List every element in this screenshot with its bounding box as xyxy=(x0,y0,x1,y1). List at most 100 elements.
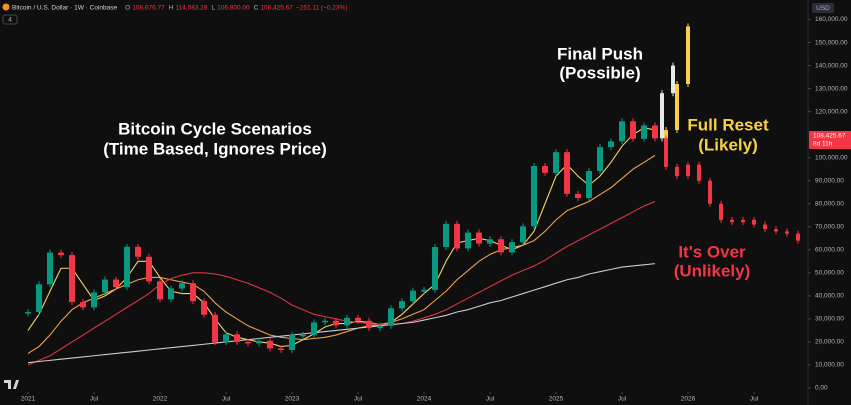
candle xyxy=(630,121,636,139)
candle xyxy=(333,320,339,326)
y-tick-label: 70,000.00 xyxy=(815,224,844,231)
y-tick-label: 90,000.00 xyxy=(815,177,844,184)
candle xyxy=(730,219,734,223)
candle xyxy=(80,302,86,308)
annotation: Bitcoin Cycle Scenarios xyxy=(118,119,312,138)
candle xyxy=(168,288,174,300)
currency: USD xyxy=(816,5,830,12)
currency-box[interactable] xyxy=(812,3,834,13)
x-tick-label: Jul xyxy=(486,396,495,403)
candle xyxy=(774,229,778,232)
candle xyxy=(763,224,767,230)
candle xyxy=(597,147,603,172)
candle xyxy=(223,334,229,343)
candle xyxy=(91,292,97,308)
candle xyxy=(47,252,53,285)
candle xyxy=(135,246,141,257)
candle xyxy=(664,138,668,167)
candle xyxy=(190,283,196,302)
change: −251.11 (−0.23%) xyxy=(296,4,348,11)
candle xyxy=(531,165,537,227)
candle xyxy=(421,289,427,292)
candle xyxy=(179,283,185,289)
y-tick-label: 0.00 xyxy=(815,385,828,392)
candle xyxy=(575,193,581,198)
candle xyxy=(212,314,218,343)
x-tick-label: Jul xyxy=(354,396,363,403)
y-tick-label: 160,000.00 xyxy=(815,16,848,23)
candle xyxy=(675,84,679,131)
candle xyxy=(741,219,745,223)
last-price: 108,425.67 xyxy=(813,133,846,140)
x-tick-label: Jul xyxy=(222,396,231,403)
plot-area: 0.00 10,000.00 20,000.00 30,000.00 40,000.00… xyxy=(21,16,848,402)
candle xyxy=(509,242,515,253)
candle xyxy=(366,320,372,329)
y-tick-label: 20,000.00 xyxy=(815,339,844,346)
price-tag xyxy=(809,131,851,149)
candle xyxy=(498,239,504,253)
candle xyxy=(542,165,548,173)
candle xyxy=(660,93,664,139)
candle xyxy=(487,239,493,244)
ohlc-key: O xyxy=(125,4,130,11)
candle xyxy=(322,320,328,323)
candle xyxy=(586,171,592,198)
y-tick-label: 130,000.00 xyxy=(815,85,848,92)
candle xyxy=(652,125,658,139)
candle xyxy=(686,26,690,85)
y-tick-label: 50,000.00 xyxy=(815,270,844,277)
moving-average xyxy=(27,154,656,354)
scenario-label: (Possible) xyxy=(559,63,640,82)
candle xyxy=(157,281,163,300)
candle xyxy=(69,255,75,303)
candle xyxy=(410,290,416,302)
candle xyxy=(443,223,449,248)
x-tick-label: 2026 xyxy=(681,396,696,403)
ohlc-value: 108,676.77 xyxy=(132,4,165,11)
scenario-label: (Unlikely) xyxy=(674,261,751,280)
candle xyxy=(234,334,240,342)
scenario-label: (Likely) xyxy=(698,135,758,154)
candle xyxy=(465,232,471,249)
candle xyxy=(454,223,460,249)
candle xyxy=(564,152,570,194)
y-tick-label: 10,000.00 xyxy=(815,362,844,369)
header: Bitcoin / U.S. Dollar · 1W · Coinbase O 10… xyxy=(12,4,347,11)
x-tick-label: 2024 xyxy=(417,396,432,403)
candle xyxy=(388,308,394,326)
logo-mark xyxy=(4,380,19,389)
candle xyxy=(619,121,625,142)
candle xyxy=(432,247,438,290)
candle xyxy=(355,317,361,321)
candle xyxy=(201,301,207,315)
scenario-label: Full Reset xyxy=(687,115,769,134)
candle xyxy=(278,348,284,350)
annotation: (Time Based, Ignores Price) xyxy=(103,139,327,158)
candle xyxy=(553,152,559,173)
y-tick-label: 120,000.00 xyxy=(815,108,848,115)
ohlc-value: 108,425.67 xyxy=(260,4,293,11)
scenario-label: It's Over xyxy=(678,242,746,261)
candle xyxy=(25,312,31,314)
ohlc-value: 114,083.28 xyxy=(175,4,207,11)
candle xyxy=(36,284,42,312)
y-tick-label: 60,000.00 xyxy=(815,247,844,254)
y-tick-label: 150,000.00 xyxy=(815,39,848,46)
x-tick-label: Jul xyxy=(618,396,627,403)
x-tick-label: Jul xyxy=(90,396,99,403)
candle xyxy=(752,219,756,225)
indicator-toggle[interactable] xyxy=(2,14,18,25)
candle xyxy=(520,226,526,243)
candle xyxy=(146,256,152,282)
logo xyxy=(4,380,19,389)
candle xyxy=(113,279,119,288)
countdown: 8d 11h xyxy=(813,141,833,148)
candle xyxy=(256,340,262,344)
ohlc-key: C xyxy=(254,4,259,11)
candle xyxy=(675,166,679,177)
candle xyxy=(785,231,789,234)
candle xyxy=(399,301,405,309)
